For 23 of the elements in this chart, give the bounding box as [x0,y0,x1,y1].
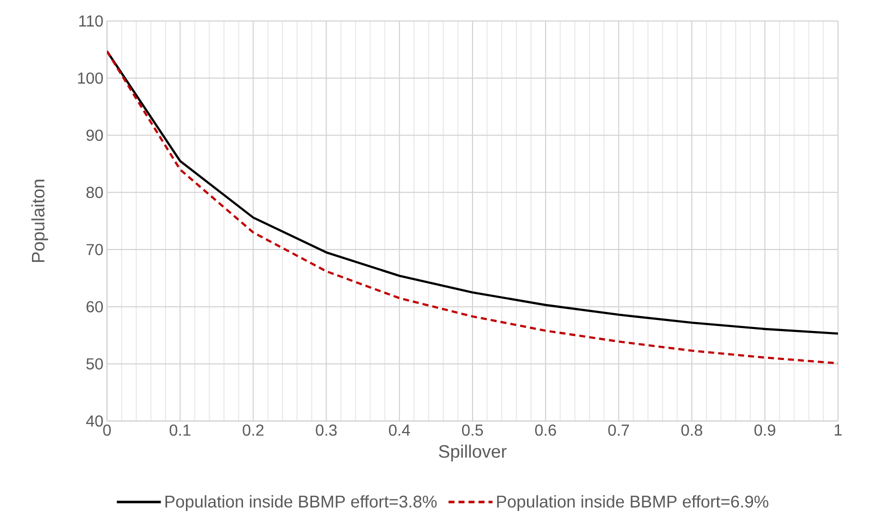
x-axis-title: Spillover [438,444,507,462]
y-tick-label: 70 [86,244,103,256]
y-tick-label: 110 [79,15,103,27]
y-axis-title: Populaiton [31,180,48,262]
x-tick-label: 0.4 [388,424,410,436]
x-tick-label: 0.1 [170,424,190,436]
y-tick-label: 50 [86,358,103,370]
x-tick-label: 0.2 [242,424,264,436]
y-tick-label: 80 [86,186,103,198]
legend-label: Population inside BBMP effort=3.8% [165,495,437,511]
x-tick-label: 0.3 [316,424,337,436]
y-tick-label: 100 [78,72,103,84]
x-tick-label: 0.8 [681,424,702,436]
y-tick-label: 90 [86,130,103,141]
y-tick-label: 40 [86,415,103,427]
x-tick-label: 0.6 [535,424,556,436]
x-tick-label: 0 [103,424,111,436]
y-tick-label: 60 [86,301,103,312]
legend-label: Population inside BBMP effort=6.9% [497,495,768,511]
x-tick-label: 0.5 [462,424,483,436]
x-tick-label: 1 [834,424,842,436]
x-tick-label: 0.9 [754,424,776,436]
x-tick-label: 0.7 [608,424,629,436]
